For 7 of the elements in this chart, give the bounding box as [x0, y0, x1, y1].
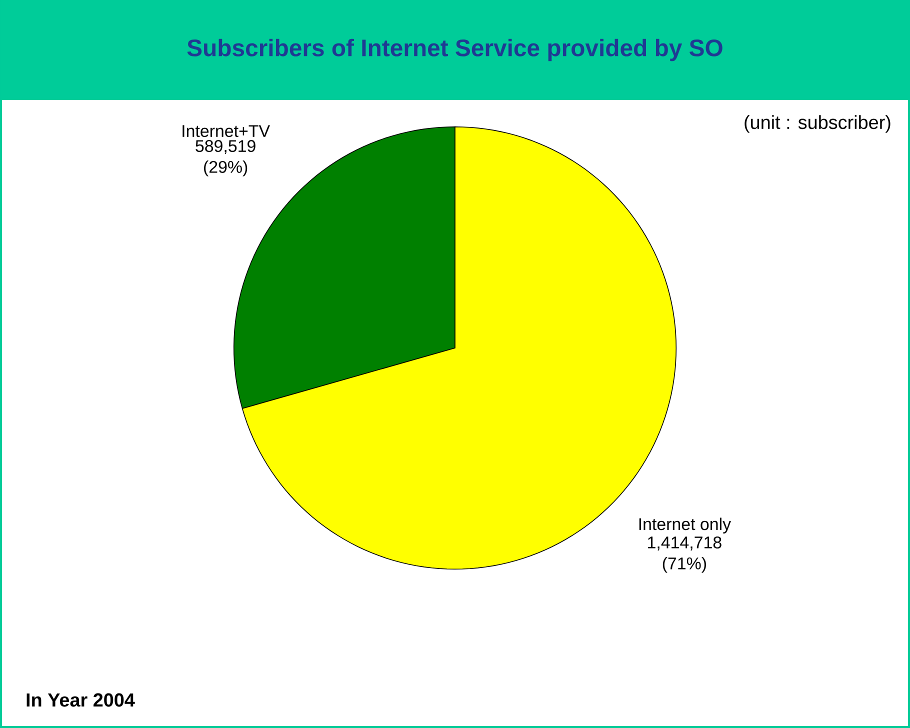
slice-label: Internet+TV	[182, 125, 270, 138]
text: In Year 2004	[26, 693, 135, 707]
slice-label: Internet only	[639, 518, 731, 534]
data-label: 1,414,718 (71%)	[648, 536, 722, 573]
text: (unit : subscriber)	[744, 115, 890, 133]
data-label: 589,519 (29%)	[196, 140, 256, 176]
chart-title: Subscribers of Internet Service provided by SO	[187, 38, 722, 62]
